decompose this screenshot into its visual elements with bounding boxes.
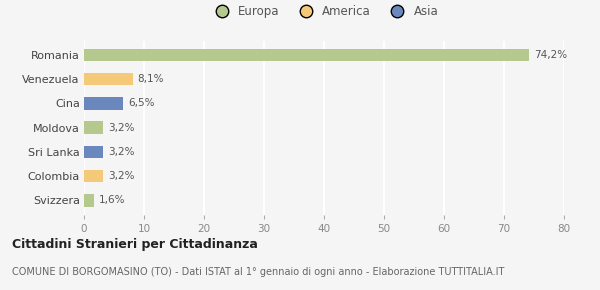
- Text: 3,2%: 3,2%: [108, 147, 134, 157]
- Text: COMUNE DI BORGOMASINO (TO) - Dati ISTAT al 1° gennaio di ogni anno - Elaborazion: COMUNE DI BORGOMASINO (TO) - Dati ISTAT …: [12, 267, 505, 277]
- Text: Cittadini Stranieri per Cittadinanza: Cittadini Stranieri per Cittadinanza: [12, 238, 258, 251]
- Text: 74,2%: 74,2%: [534, 50, 567, 60]
- Bar: [84, 170, 103, 182]
- Bar: [84, 97, 123, 110]
- Text: 8,1%: 8,1%: [137, 74, 164, 84]
- Text: 3,2%: 3,2%: [108, 123, 134, 133]
- Text: 6,5%: 6,5%: [128, 98, 154, 108]
- Bar: [84, 194, 94, 207]
- Bar: [84, 48, 529, 61]
- Bar: [84, 73, 133, 85]
- Legend: Europa, America, Asia: Europa, America, Asia: [208, 3, 440, 21]
- Text: 1,6%: 1,6%: [98, 195, 125, 205]
- Bar: [84, 121, 103, 134]
- Text: 3,2%: 3,2%: [108, 171, 134, 181]
- Bar: [84, 146, 103, 158]
